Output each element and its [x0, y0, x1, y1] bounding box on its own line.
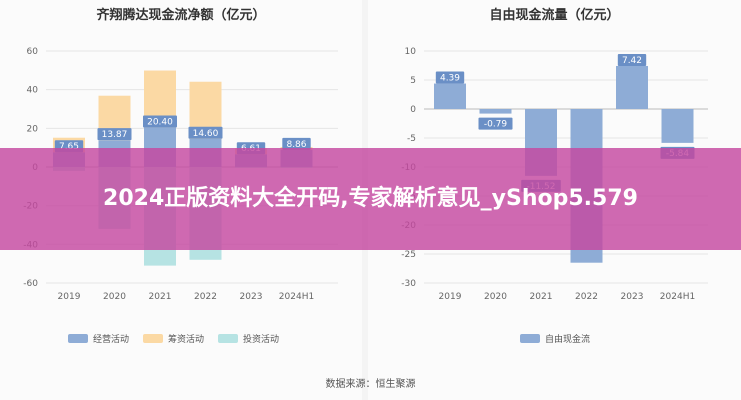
left-chart-data-label: 8.86	[286, 140, 306, 150]
legend-item-investing: 投资活动	[218, 332, 279, 345]
left-chart-data-label-box	[188, 126, 223, 139]
right-chart-y-tick-label: -30	[401, 279, 416, 289]
left-chart-legend: 经营活动 筹资活动 投资活动	[68, 332, 279, 345]
right-chart-data-label-box	[478, 117, 513, 130]
banner-text: 2024正版资料大全开码,专家解析意见_yShop5.579	[103, 186, 638, 211]
left-chart-data-label: 20.40	[147, 118, 173, 128]
right-chart-legend: 自由现金流	[520, 332, 590, 345]
right-chart-x-tick-label: 2020	[484, 292, 507, 302]
left-chart-data-label-box	[282, 137, 311, 150]
right-chart-x-tick-label: 2021	[530, 292, 553, 302]
right-chart-bar	[434, 83, 466, 109]
legend-item-fcf: 自由现金流	[520, 332, 590, 345]
left-chart-title: 齐翔腾达现金流净额（亿元）	[96, 8, 266, 23]
right-chart-bar	[479, 109, 512, 114]
left-chart-x-tick-label: 2024H1	[279, 292, 314, 302]
left-chart-y-tick-label: 20	[27, 124, 39, 134]
legend-swatch-fcf	[520, 334, 540, 343]
right-chart-y-tick-label: 0	[410, 105, 416, 115]
legend-swatch-financing	[143, 334, 164, 343]
left-chart-y-tick-label: 40	[27, 86, 39, 96]
legend-label-investing: 投资活动	[243, 335, 280, 345]
left-chart-x-tick-label: 2022	[194, 292, 217, 302]
right-chart-x-tick-label: 2022	[575, 292, 598, 302]
data-source: 数据来源：恒生聚源	[325, 379, 416, 390]
right-chart-y-tick-label: 10	[405, 47, 417, 57]
right-chart-y-tick-label: -5	[407, 134, 416, 144]
left-chart-data-label: 13.87	[102, 130, 128, 140]
legend-label-financing: 筹资活动	[168, 335, 205, 345]
left-chart-data-label: 7.65	[59, 142, 79, 152]
right-chart-x-tick-label: 2023	[621, 292, 644, 302]
left-chart-data-label-box	[97, 128, 132, 141]
right-chart-title: 自由现金流量（亿元）	[489, 8, 620, 23]
right-chart-data-label: -0.79	[484, 120, 508, 130]
legend-label-fcf: 自由现金流	[545, 335, 591, 345]
legend-label-operating: 经营活动	[93, 335, 130, 345]
left-chart-data-label-box	[143, 115, 177, 128]
left-chart-data-label: 14.60	[193, 129, 219, 139]
left-chart-y-tick-label: 60	[27, 47, 39, 57]
right-chart-data-label-box	[435, 71, 465, 84]
legend-item-financing: 筹资活动	[143, 332, 204, 345]
right-chart-y-tick-label: 5	[410, 76, 416, 86]
right-chart-x-tick-label: 2019	[439, 292, 462, 302]
legend-item-operating: 经营活动	[68, 332, 129, 345]
watermark-banner: 2024正版资料大全开码,专家解析意见_yShop5.579	[0, 148, 741, 250]
right-chart-bar	[616, 65, 648, 109]
right-chart-bar	[661, 109, 694, 143]
right-chart-data-label: 7.42	[622, 56, 642, 66]
right-chart-x-tick-label: 2024H1	[660, 292, 695, 302]
left-chart-x-tick-label: 2021	[149, 292, 172, 302]
left-chart-x-tick-label: 2019	[58, 292, 81, 302]
left-chart-y-tick-label: -60	[23, 279, 38, 289]
right-chart-data-label: 4.39	[440, 74, 460, 84]
legend-swatch-investing	[218, 334, 239, 343]
right-chart-y-tick-label: -25	[401, 250, 416, 260]
right-chart-data-label-box	[617, 53, 647, 66]
left-chart-x-tick-label: 2020	[103, 292, 126, 302]
legend-swatch-operating	[68, 334, 88, 343]
left-chart-x-tick-label: 2023	[240, 292, 263, 302]
